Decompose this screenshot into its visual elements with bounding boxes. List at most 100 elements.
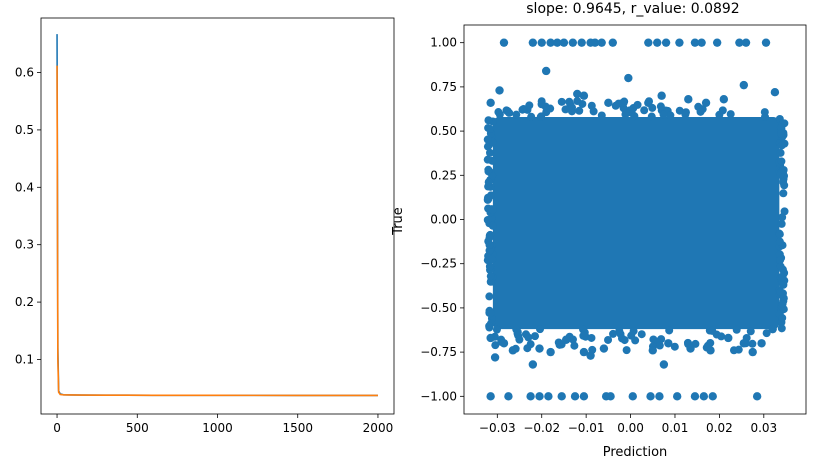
scatter-point: [620, 336, 629, 345]
scatter-point: [770, 87, 780, 97]
scatter-point: [518, 105, 527, 114]
y-tick-label: 0.75: [430, 80, 457, 94]
x-tick-label: 2000: [363, 421, 394, 435]
scatter-point: [665, 326, 674, 335]
y-tick-label: 0.00: [430, 213, 457, 227]
y-tick-label: 0.1: [15, 352, 34, 366]
scatter-point: [484, 165, 493, 174]
scatter-point: [488, 205, 497, 214]
scatter-point: [777, 157, 786, 166]
scatter-point: [644, 98, 653, 108]
y-tick-label: −0.25: [420, 257, 457, 271]
scatter-point: [656, 102, 665, 111]
scatter-point: [491, 341, 500, 350]
scatter-point: [515, 335, 524, 344]
scatter-point: [697, 38, 706, 47]
x-tick-label: 0.02: [706, 421, 733, 435]
scatter-point: [778, 213, 787, 222]
scatter-point: [776, 287, 785, 296]
scatter-point: [776, 262, 785, 271]
scatter-point: [690, 392, 700, 401]
scatter-point: [535, 392, 544, 401]
scatter-point: [696, 107, 705, 116]
scatter-dense-point-region: [492, 116, 780, 330]
x-tick-label: −0.03: [479, 421, 516, 435]
scatter-point: [761, 112, 770, 121]
y-tick-label: 0.2: [15, 295, 34, 309]
scatter-point: [779, 280, 788, 289]
x-tick-label: 0: [53, 421, 61, 435]
scatter-point: [526, 340, 535, 349]
scatter-point: [746, 327, 755, 336]
scatter-point: [661, 38, 671, 47]
scatter-point: [779, 165, 788, 174]
scatter-point: [499, 339, 509, 348]
scatter-point: [729, 346, 738, 355]
scatter-point: [541, 66, 551, 76]
scatter-point: [686, 344, 695, 353]
scatter-y-axis-label: True: [391, 207, 406, 236]
scatter-point: [648, 346, 657, 355]
scatter-point: [655, 392, 664, 401]
scatter-point: [712, 38, 722, 47]
scatter-point: [604, 335, 613, 344]
y-tick-label: 0.25: [430, 168, 457, 182]
right-plot-x-ticks: −0.03 −0.02 −0.01 0.00 0.01 0.02 0.03: [479, 414, 777, 435]
left-plot-frame: [40, 17, 395, 415]
scatter-point: [485, 262, 494, 271]
scatter-point: [525, 101, 534, 110]
scatter-point: [777, 129, 786, 138]
scatter-point: [739, 339, 749, 348]
x-tick-label: 1000: [202, 421, 233, 435]
scatter-point: [627, 108, 636, 117]
scatter-point: [483, 135, 492, 144]
scatter-point: [675, 38, 684, 47]
scatter-point: [586, 351, 595, 360]
scatter-point: [739, 80, 749, 90]
x-tick-label: 0.03: [750, 421, 777, 435]
y-tick-label: −0.75: [420, 345, 457, 359]
scatter-point: [726, 110, 735, 119]
scatter-point: [757, 339, 766, 348]
scatter-point: [597, 38, 606, 47]
scatter-point: [494, 108, 503, 117]
scatter-point: [615, 326, 624, 335]
scatter-point: [775, 237, 784, 246]
scatter-point: [624, 73, 633, 83]
scatter-point: [488, 221, 497, 230]
scatter-point: [488, 255, 497, 264]
scatter-point: [579, 392, 589, 401]
x-tick-label: 1500: [282, 421, 313, 435]
scatter-point: [570, 341, 579, 350]
scatter-point: [631, 336, 640, 345]
scatter-point: [575, 106, 584, 115]
scatter-point: [646, 392, 655, 401]
scatter-point: [535, 344, 544, 353]
scatter-point: [536, 325, 545, 334]
scatter-point: [528, 38, 538, 47]
scatter-point: [608, 38, 617, 47]
y-tick-label: −0.50: [420, 301, 457, 315]
scatter-point: [779, 189, 788, 198]
scatter-point: [748, 347, 757, 357]
scatter-point: [485, 322, 494, 331]
left-plot-background: [41, 18, 394, 414]
scatter-point: [527, 112, 536, 121]
scatter-point: [776, 256, 785, 265]
left-plot-x-ticks: 0 500 1000 1500 2000: [53, 414, 393, 435]
scatter-point: [557, 392, 566, 401]
scatter-point: [706, 346, 715, 355]
scatter-point: [637, 330, 646, 339]
scatter-point: [684, 95, 693, 104]
prediction-scatter-plot: slope: 0.9645, r_value: 0.0892 −0.03 −0.0…: [391, 1, 807, 460]
scatter-point: [577, 38, 586, 47]
scatter-point: [659, 110, 668, 119]
scatter-point: [485, 292, 494, 301]
scatter-point: [775, 250, 784, 259]
right-plot-y-ticks: −1.00 −0.75 −0.50 −0.25 0.00 0.25 0.50 0.75 1.00: [420, 36, 464, 403]
scatter-point: [528, 360, 538, 369]
scatter-point: [732, 325, 741, 334]
scatter-point: [486, 309, 495, 318]
scatter-point: [559, 38, 569, 47]
scatter-point: [587, 333, 596, 342]
